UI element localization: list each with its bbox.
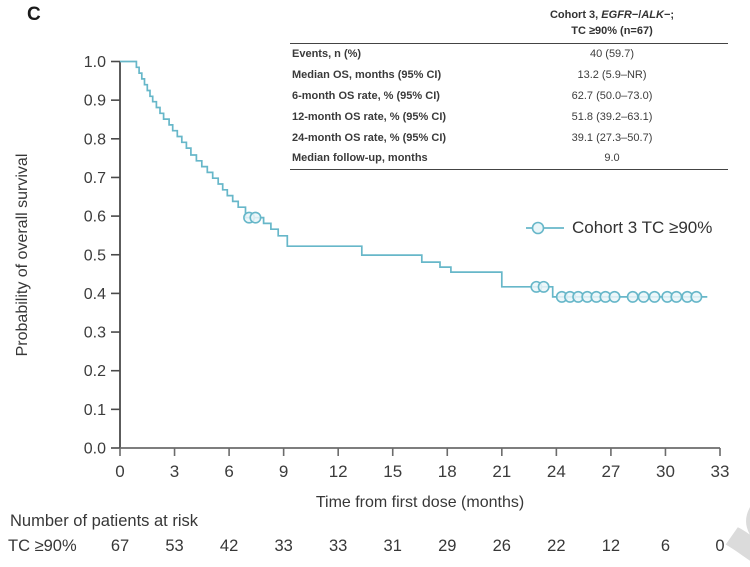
x-axis-title: Time from first dose (months) — [315, 494, 525, 511]
x-tick-label: 24 — [547, 462, 566, 481]
risk-count: 31 — [383, 537, 402, 555]
table-row: 12-month OS rate, % (95% CI) 51.8 (39.2–… — [290, 106, 728, 127]
x-tick-label: 30 — [656, 462, 675, 481]
row-label: 24-month OS rate, % (95% CI) — [292, 131, 447, 144]
x-tick-label: 3 — [170, 462, 179, 481]
row-label: Median OS, months (95% CI) — [292, 69, 442, 82]
gene-egfr: EGFR — [601, 9, 632, 21]
row-value: 39.1 (27.3–50.7) — [571, 131, 653, 144]
row-label: Median follow-up, months — [292, 152, 428, 165]
risk-count: 33 — [274, 537, 293, 555]
risk-count: 22 — [547, 537, 566, 555]
x-tick-label: 21 — [492, 462, 511, 481]
y-tick-label: 0.3 — [84, 325, 106, 342]
risk-count: 29 — [438, 537, 457, 555]
x-tick-label: 33 — [711, 462, 730, 481]
y-tick-label: 0.5 — [84, 247, 106, 264]
header-line-2: TC ≥90% (n=67) — [571, 24, 653, 37]
y-tick-label: 0.0 — [84, 441, 106, 458]
row-label: 12-month OS rate, % (95% CI) — [292, 110, 447, 123]
risk-count: 67 — [110, 537, 130, 555]
inset-statistics-table: Cohort 3, EGFR−/ALK−; TC ≥90% (n=67) Eve… — [290, 8, 728, 170]
risk-count: 53 — [165, 537, 184, 555]
panel-label: C — [27, 4, 41, 25]
censor-mark — [537, 280, 550, 293]
x-tick-label: 15 — [383, 462, 402, 481]
y-tick-label: 0.1 — [84, 402, 106, 419]
y-axis-title: Probability of overall survival — [14, 153, 31, 357]
table-row: Median OS, months (95% CI) 13.2 (5.9–NR) — [290, 65, 728, 86]
censor-mark — [626, 290, 639, 303]
censor-mark — [690, 290, 703, 303]
y-tick-label: 0.9 — [84, 93, 106, 110]
y-tick-label: 0.7 — [84, 170, 106, 187]
y-tick-label: 0.4 — [84, 286, 106, 303]
risk-table-row: TC ≥90% 67 53 42 33 33 31 29 26 22 12 6 0 — [0, 537, 750, 559]
y-tick-label: 0.2 — [84, 363, 106, 380]
x-tick-label: 18 — [438, 462, 457, 481]
row-value: 62.7 (50.0–73.0) — [571, 90, 653, 103]
row-value: 9.0 — [604, 152, 620, 165]
inset-table-header: Cohort 3, EGFR−/ALK−; TC ≥90% (n=67) — [290, 8, 728, 44]
risk-count: 0 — [715, 537, 725, 555]
censor-mark — [670, 290, 683, 303]
risk-count: 6 — [660, 537, 671, 555]
x-tick-label: 9 — [279, 462, 288, 481]
x-tick-label: 0 — [115, 462, 124, 481]
y-tick-label: 1.0 — [84, 54, 106, 71]
censor-marker-icon — [526, 221, 564, 235]
y-tick-label: 0.8 — [84, 131, 106, 148]
legend-label: Cohort 3 TC ≥90% — [572, 218, 713, 237]
risk-row-label: TC ≥90% — [8, 537, 77, 555]
row-label: 6-month OS rate, % (95% CI) — [292, 90, 440, 103]
km-curve — [120, 60, 708, 298]
x-tick-label: 27 — [601, 462, 620, 481]
x-tick-label: 6 — [224, 462, 233, 481]
risk-count: 12 — [601, 537, 621, 555]
censor-mark — [637, 290, 650, 303]
censor-mark — [249, 211, 262, 224]
header-line-1: Cohort 3, EGFR−/ALK−; — [549, 9, 675, 21]
risk-count: 26 — [492, 537, 511, 555]
row-label: Events, n (%) — [292, 48, 362, 61]
x-tick-label: 12 — [329, 462, 348, 481]
risk-count: 33 — [328, 537, 348, 555]
risk-table-title: Number of patients at risk — [10, 512, 198, 530]
row-value: 51.8 (39.2–63.1) — [571, 110, 653, 123]
table-row: 24-month OS rate, % (95% CI) 39.1 (27.3–… — [290, 127, 728, 148]
table-row: Median follow-up, months 9.0 — [290, 148, 728, 169]
table-row: Events, n (%) 40 (59.7) — [290, 44, 728, 65]
gene-alk: ALK — [641, 9, 664, 21]
row-value: 13.2 (5.9–NR) — [577, 69, 647, 82]
censor-mark — [648, 290, 661, 303]
y-tick-label: 0.6 — [84, 209, 106, 226]
table-row: 6-month OS rate, % (95% CI) 62.7 (50.0–7… — [290, 85, 728, 106]
censor-mark — [608, 290, 621, 303]
risk-count: 42 — [219, 537, 239, 555]
row-value: 40 (59.7) — [589, 48, 635, 61]
legend: Cohort 3 TC ≥90% — [524, 218, 712, 238]
inset-table-body: Events, n (%) 40 (59.7) Median OS, month… — [290, 44, 728, 170]
inset-table-header-cell: Cohort 3, EGFR−/ALK−; TC ≥90% (n=67) — [496, 8, 728, 40]
